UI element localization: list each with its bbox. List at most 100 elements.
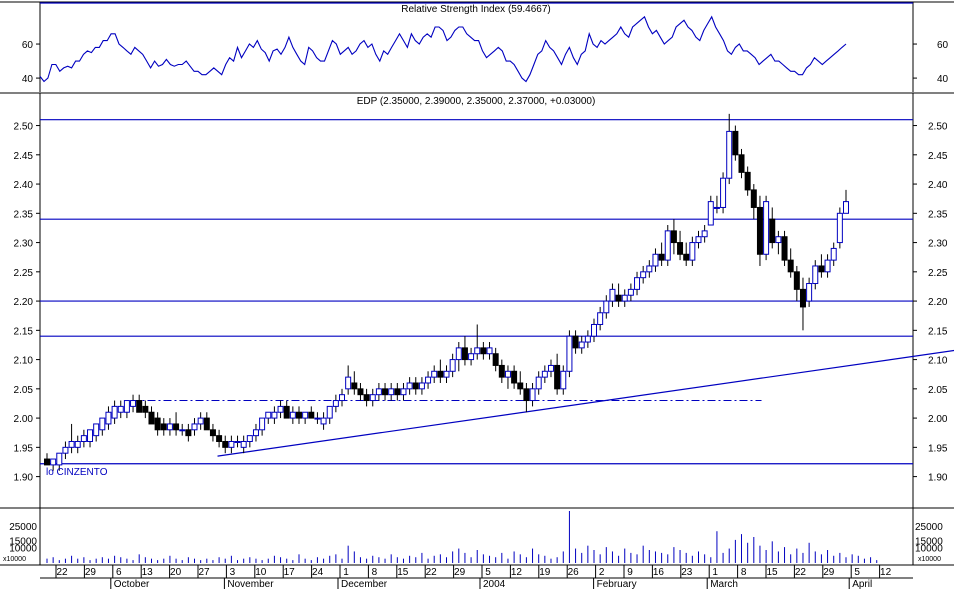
rsi-line [39,15,847,83]
rsi-tick-label: 40 [937,74,949,85]
candle-body [259,417,266,431]
price-tick-label: 2.50 [928,122,948,133]
volume-tick-label: 25000 [915,522,943,533]
day-tick-label: 22 [426,567,438,578]
candle-body [504,370,511,378]
price-tick-label: 2.30 [14,239,34,250]
candle-body [216,435,223,442]
candle-body [431,370,438,378]
month-label: November [227,579,274,589]
candle-body [425,376,432,384]
day-tick-label: 9 [627,567,633,578]
volume-tick-label: 15000 [915,536,943,547]
candle-body [357,388,364,396]
candle-body [326,405,333,419]
price-tick-label: 2.05 [928,385,948,396]
candle-body [756,206,763,255]
day-tick-label: 8 [372,567,378,578]
candle-body [228,440,235,448]
candle-body [597,312,604,325]
day-tick-label: 29 [823,567,835,578]
candle-body [732,130,739,156]
candle-body [787,259,794,273]
price-tick-label: 1.95 [928,443,948,454]
price-tick-label: 2.45 [928,151,948,162]
candle-body [179,429,186,432]
candle-body [498,364,505,378]
candle-body [793,271,800,290]
candle-body [609,288,616,302]
month-label: 2004 [483,579,506,589]
price-tick-label: 1.90 [928,473,948,484]
candle-body [621,294,628,302]
candle-body [99,417,106,431]
candle-body [388,388,395,396]
price-tick-label: 2.00 [928,414,948,425]
candle-body [375,388,382,396]
candle-body [836,212,843,244]
candle-body [455,347,462,361]
candle-body [148,411,155,425]
candle-body [308,411,315,419]
candle-body [50,458,57,466]
candle-body [664,230,671,261]
rsi-series [39,15,847,83]
day-tick-label: 5 [485,567,491,578]
candle-body [615,294,622,302]
day-tick-label: 12 [511,567,523,578]
candle-body [683,253,690,261]
candle-body [289,411,296,419]
day-tick-label: 26 [568,567,580,578]
candle-body [652,253,659,267]
day-tick-label: 12 [880,567,892,578]
candle-body [93,423,100,437]
candle-body [277,405,284,413]
candle-body [283,405,290,419]
day-tick-label: 17 [284,567,296,578]
price-tick-label: 2.35 [14,209,34,220]
volume-tick-label: 10000 [9,544,37,555]
candle-body [572,335,579,349]
price-right-axis: 1.90 1.95 2.00 2.05 2.10 2.15 2.20 2.25 2.30 2.35… [913,122,948,484]
candle-body [209,429,216,437]
volume-tick-label: 15000 [9,536,37,547]
candle-body [738,154,745,173]
price-tick-label: 2.40 [928,180,948,191]
day-tick-label: 15 [397,567,409,578]
support-resistance-lines [40,119,913,465]
price-tick-label: 2.50 [14,122,34,133]
day-tick-label: 5 [854,567,860,578]
candle-body [123,400,130,413]
candle-body [437,370,444,378]
candle-body [560,370,567,390]
candle-body [56,452,63,466]
candle-body [320,417,327,425]
candle-body [677,242,684,255]
candle-body [726,130,733,179]
day-ticks: 22 29 6 13 20 27 3 10 17 24 1 8 15 22 29 5 12 19 26 2 9 16 23 1… [55,565,892,578]
candle-body [234,440,241,443]
candle-body [474,347,481,355]
candle-body [775,236,782,244]
candle-body [173,423,180,431]
candle-body [449,359,456,372]
candle-body [591,323,598,337]
price-tick-label: 2.15 [14,326,34,337]
volume-tick-label: 10000 [915,544,943,555]
candle-body [806,283,813,302]
candle-body [111,405,118,419]
price-tick-label: 2.20 [928,297,948,308]
day-tick-label: 20 [170,567,182,578]
candle-body [603,300,610,314]
candle-body [640,271,647,279]
candle-body [443,370,450,378]
rsi-title: Relative Strength Index (59.4667) [401,4,551,15]
candle-body [62,446,69,454]
day-tick-label: 27 [198,567,210,578]
candle-body [468,353,475,361]
candle-body [511,370,518,384]
candle-body [695,236,702,244]
day-tick-label: 10 [255,567,267,578]
candle-body [295,411,302,419]
price-tick-label: 2.15 [928,326,948,337]
